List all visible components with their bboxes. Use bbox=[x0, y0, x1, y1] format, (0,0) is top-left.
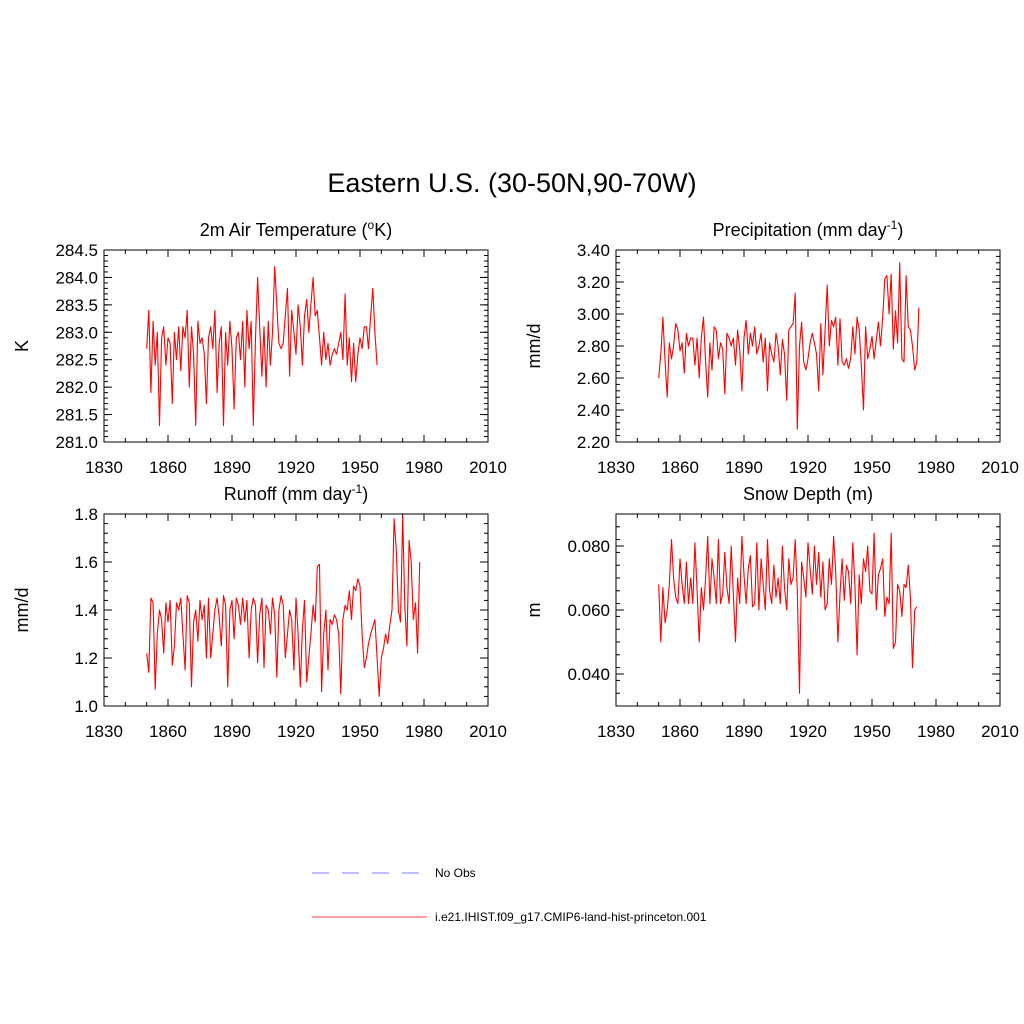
y-tick-label: 1.6 bbox=[74, 553, 98, 572]
series-line bbox=[146, 265, 378, 427]
panel-title: 2m Air Temperature (oK) bbox=[200, 218, 392, 240]
series-line bbox=[658, 262, 920, 430]
x-tick-label: 1920 bbox=[789, 722, 827, 741]
y-tick-label: 0.060 bbox=[567, 601, 610, 620]
x-tick-label: 1830 bbox=[597, 722, 635, 741]
y-tick-label: 283.5 bbox=[55, 296, 98, 315]
legend: No Obs i.e21.IHIST.f09_g17.CMIP6-land-his… bbox=[312, 866, 707, 924]
panel-runoff: Runoff (mm day-1) mm/d 1830 1860 1890 1920 195… bbox=[12, 482, 507, 741]
x-tick-label: 1860 bbox=[661, 722, 699, 741]
x-tick-label: 1890 bbox=[725, 722, 763, 741]
x-tick-label: 2010 bbox=[469, 722, 507, 741]
y-tick-label: 3.20 bbox=[577, 273, 610, 292]
y-tick-label: 281.5 bbox=[55, 406, 98, 425]
y-tick-label: 283.0 bbox=[55, 323, 98, 342]
y-tick-label: 0.080 bbox=[567, 537, 610, 556]
legend-model-label: i.e21.IHIST.f09_g17.CMIP6-land-hist-prin… bbox=[435, 910, 707, 924]
x-tick-label: 1920 bbox=[277, 458, 315, 477]
y-tick-label: 284.5 bbox=[55, 241, 98, 260]
panel-snow-depth: Snow Depth (m) m 1830 1860 1890 1920 1950 1980 2… bbox=[524, 484, 1019, 741]
y-tick-label: 1.8 bbox=[74, 505, 98, 524]
y-tick-label: 2.40 bbox=[577, 401, 610, 420]
x-tick-label: 1890 bbox=[213, 458, 251, 477]
y-tick-label: 1.0 bbox=[74, 697, 98, 716]
panel-air-temperature: 2m Air Temperature (oK) K 1830 1860 1890 1920… bbox=[12, 218, 507, 477]
x-tick-label: 1950 bbox=[853, 458, 891, 477]
y-axis-label: mm/d bbox=[12, 588, 32, 633]
y-tick-label: 2.20 bbox=[577, 433, 610, 452]
x-tick-label: 1890 bbox=[213, 722, 251, 741]
series-line bbox=[146, 515, 421, 697]
y-tick-label: 1.2 bbox=[74, 649, 98, 668]
y-tick-label: 284.0 bbox=[55, 268, 98, 287]
y-tick-label: 3.40 bbox=[577, 241, 610, 260]
y-axis-label: m bbox=[524, 603, 544, 618]
y-tick-label: 282.5 bbox=[55, 351, 98, 370]
y-tick-label: 3.00 bbox=[577, 305, 610, 324]
x-tick-label: 1830 bbox=[85, 458, 123, 477]
x-tick-label: 1830 bbox=[597, 458, 635, 477]
x-tick-label: 1980 bbox=[405, 458, 443, 477]
x-tick-label: 1980 bbox=[405, 722, 443, 741]
x-tick-label: 1860 bbox=[149, 458, 187, 477]
figure-title: Eastern U.S. (30-50N,90-70W) bbox=[327, 168, 697, 198]
y-tick-label: 282.0 bbox=[55, 378, 98, 397]
x-tick-label: 1860 bbox=[149, 722, 187, 741]
panel-title: Runoff (mm day-1) bbox=[224, 482, 368, 504]
y-tick-label: 1.4 bbox=[74, 601, 98, 620]
y-tick-label: 2.80 bbox=[577, 337, 610, 356]
panel-title: Snow Depth (m) bbox=[743, 484, 873, 504]
x-tick-label: 1950 bbox=[853, 722, 891, 741]
x-tick-label: 1920 bbox=[277, 722, 315, 741]
x-tick-label: 2010 bbox=[469, 458, 507, 477]
x-tick-label: 1980 bbox=[917, 722, 955, 741]
x-tick-label: 1950 bbox=[341, 722, 379, 741]
panel-title: Precipitation (mm day-1) bbox=[713, 218, 904, 240]
panel-precipitation: Precipitation (mm day-1) mm/d 1830 1860 1890… bbox=[524, 218, 1019, 477]
x-tick-label: 1980 bbox=[917, 458, 955, 477]
x-tick-label: 2010 bbox=[981, 722, 1019, 741]
y-tick-label: 281.0 bbox=[55, 433, 98, 452]
x-tick-label: 1830 bbox=[85, 722, 123, 741]
legend-obs-label: No Obs bbox=[435, 866, 476, 880]
x-tick-label: 1920 bbox=[789, 458, 827, 477]
y-tick-label: 0.040 bbox=[567, 665, 610, 684]
series-line bbox=[658, 532, 918, 694]
y-axis-label: mm/d bbox=[524, 324, 544, 369]
x-tick-label: 1890 bbox=[725, 458, 763, 477]
y-axis-label: K bbox=[12, 340, 32, 352]
y-tick-label: 2.60 bbox=[577, 369, 610, 388]
x-tick-label: 1860 bbox=[661, 458, 699, 477]
x-tick-label: 2010 bbox=[981, 458, 1019, 477]
x-tick-label: 1950 bbox=[341, 458, 379, 477]
